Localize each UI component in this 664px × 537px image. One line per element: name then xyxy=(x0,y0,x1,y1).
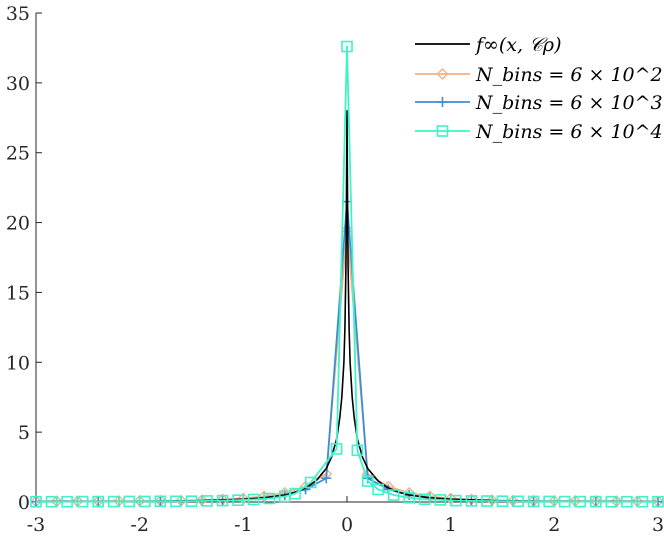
square-marker xyxy=(92,495,104,508)
x-tick-label: 0 xyxy=(341,514,353,536)
series-3 xyxy=(30,40,664,508)
square-marker xyxy=(76,495,89,508)
legend-label: N_bins = 6 × 10^2 xyxy=(475,64,663,86)
square-marker xyxy=(652,495,664,508)
x-tick-label: -1 xyxy=(234,514,253,536)
square-marker xyxy=(636,495,649,508)
legend-label: N_bins = 6 × 10^4 xyxy=(475,121,663,143)
series-line xyxy=(36,45,658,503)
square-marker xyxy=(403,492,416,504)
square-marker xyxy=(481,495,493,507)
square-marker xyxy=(154,495,167,508)
diamond-marker xyxy=(341,223,353,236)
square-marker xyxy=(330,443,343,455)
legend-label: N_bins = 6 × 10^3 xyxy=(475,92,663,114)
square-marker xyxy=(107,495,120,508)
y-tick-label: 15 xyxy=(6,282,30,304)
square-marker xyxy=(543,495,555,508)
y-tick-label: 20 xyxy=(6,213,30,235)
square-marker xyxy=(434,494,447,506)
square-marker xyxy=(512,495,524,508)
square-marker xyxy=(232,494,244,506)
plus-marker xyxy=(321,473,332,484)
y-tick-label: 25 xyxy=(6,143,30,165)
legend-label: f∞(x, 𝒞ρ) xyxy=(474,34,562,56)
y-tick-label: 10 xyxy=(6,352,30,374)
x-tick-label: -3 xyxy=(27,514,46,536)
plus-marker xyxy=(437,97,448,107)
square-marker xyxy=(496,495,509,507)
square-marker xyxy=(465,495,478,507)
square-marker xyxy=(30,495,42,508)
square-marker xyxy=(123,495,136,508)
square-marker xyxy=(61,495,73,508)
x-tick-label: 2 xyxy=(548,514,560,536)
square-marker xyxy=(372,483,384,496)
diamond-marker xyxy=(436,68,449,80)
series-2 xyxy=(31,196,663,507)
square-marker xyxy=(216,494,229,507)
square-marker xyxy=(247,493,260,506)
y-tick-label: 30 xyxy=(6,73,30,95)
square-marker xyxy=(527,495,540,508)
x-tick-label: 3 xyxy=(652,514,664,536)
square-marker xyxy=(45,495,58,508)
square-marker xyxy=(263,492,276,505)
x-tick-label: 1 xyxy=(445,514,457,536)
square-marker xyxy=(170,495,182,508)
axes: 0 5 10 15 20 25 30 35 -3 -2 -1 0 1 2 3 xyxy=(6,3,664,536)
series-1 xyxy=(30,223,664,508)
square-marker xyxy=(574,495,587,508)
square-marker xyxy=(304,476,317,489)
x-tick-label: -2 xyxy=(130,514,149,536)
square-marker xyxy=(418,493,431,506)
square-marker xyxy=(621,495,633,508)
square-marker xyxy=(589,495,602,508)
square-marker xyxy=(351,444,364,457)
y-tick-label: 0 xyxy=(18,492,30,514)
y-tick-label: 5 xyxy=(18,422,30,444)
square-marker xyxy=(605,495,618,508)
square-marker xyxy=(387,489,400,501)
y-tick-label: 35 xyxy=(6,3,30,25)
square-marker xyxy=(361,475,374,487)
series-line xyxy=(35,200,659,503)
series-line xyxy=(35,110,659,503)
square-marker xyxy=(436,125,449,137)
plot-series xyxy=(30,40,664,508)
square-marker xyxy=(450,494,462,507)
square-marker xyxy=(341,40,353,53)
square-marker xyxy=(558,495,571,508)
legend: f∞(x, 𝒞ρ) N_bins = 6 × 10^2 N_bins = 6 × 1… xyxy=(415,34,663,143)
series-0 xyxy=(35,110,659,503)
square-marker xyxy=(139,495,151,508)
square-marker xyxy=(201,495,213,507)
square-marker xyxy=(185,495,198,507)
square-marker xyxy=(289,487,301,500)
series-line xyxy=(35,228,659,503)
